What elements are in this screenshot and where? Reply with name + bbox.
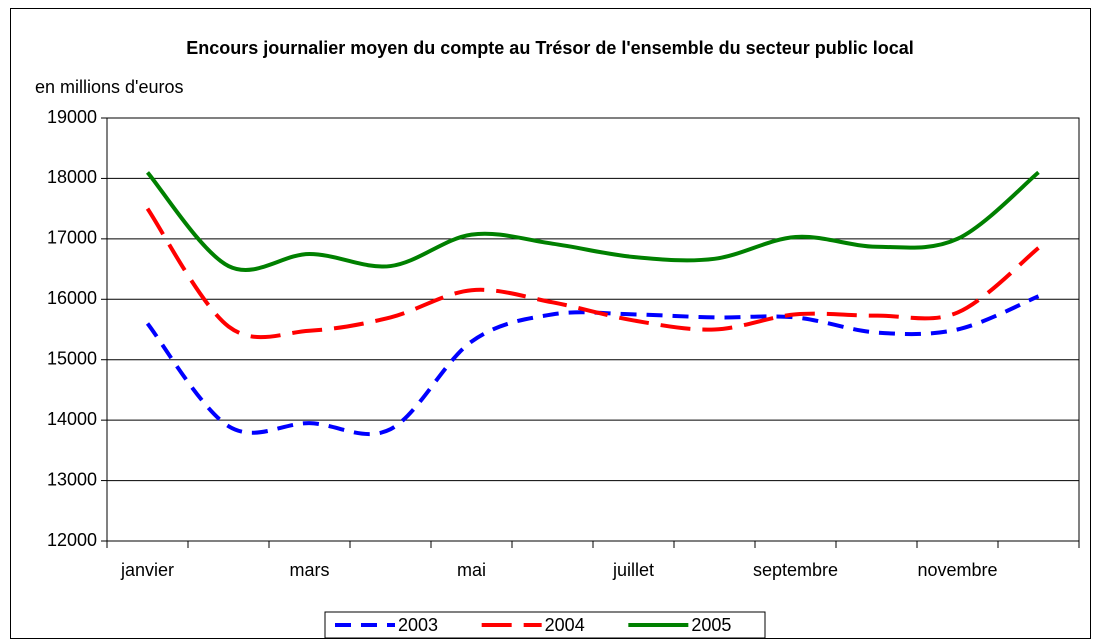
x-tick-label: septembre xyxy=(753,560,838,580)
legend-label: 2005 xyxy=(691,615,731,635)
y-tick-label: 16000 xyxy=(47,288,97,308)
x-tick-label: mai xyxy=(457,560,486,580)
chart-title: Encours journalier moyen du compte au Tr… xyxy=(186,38,914,58)
y-tick-label: 19000 xyxy=(47,107,97,127)
series-line xyxy=(145,170,1040,273)
legend-label: 2003 xyxy=(398,615,438,635)
legend-label: 2004 xyxy=(545,615,585,635)
y-tick-label: 13000 xyxy=(47,469,97,489)
x-tick-label: janvier xyxy=(120,560,174,580)
x-tick-label: juillet xyxy=(612,560,654,580)
x-tick-label: mars xyxy=(290,560,330,580)
y-tick-label: 17000 xyxy=(47,228,97,248)
y-tick-label: 14000 xyxy=(47,409,97,429)
y-tick-label: 12000 xyxy=(47,530,97,550)
plot-area xyxy=(106,117,1080,542)
legend-box xyxy=(324,611,766,639)
y-tick-label: 15000 xyxy=(47,348,97,368)
series-line xyxy=(145,207,1040,340)
y-tick-label: 18000 xyxy=(47,167,97,187)
y-axis-label: en millions d'euros xyxy=(35,77,184,97)
series-line xyxy=(145,294,1040,436)
x-tick-label: novembre xyxy=(917,560,997,580)
